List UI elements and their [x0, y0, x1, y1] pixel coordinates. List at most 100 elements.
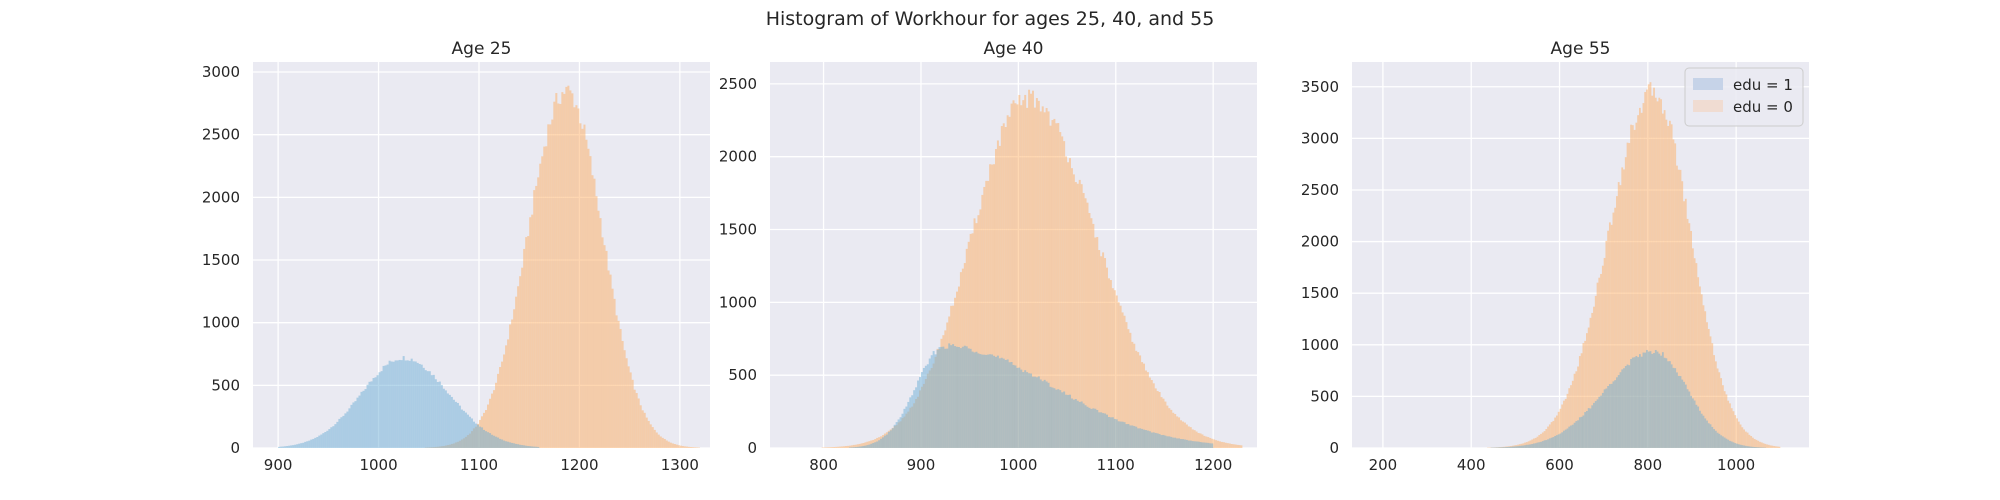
histogram-bar [1665, 119, 1668, 448]
histogram-bar [491, 393, 494, 448]
histogram-bar [1623, 368, 1625, 448]
histogram-bar [1760, 447, 1763, 448]
histogram-bar [404, 360, 407, 448]
histogram-bar [1570, 425, 1572, 448]
histogram-bar [1584, 412, 1587, 448]
histogram-bar [1115, 419, 1118, 448]
histogram-bar [1094, 237, 1097, 448]
histogram-bar [1706, 322, 1708, 448]
chart-panel-1: 900 1000 1100 1200 1300 0 500 1000 1500 2000 2500 3… [202, 39, 710, 474]
histogram-bar [1630, 359, 1632, 448]
histogram-bar [1612, 212, 1615, 448]
histogram-bar [286, 446, 289, 448]
histogram-bar [1053, 388, 1056, 448]
histogram-bar [994, 149, 997, 448]
histogram-bar [1113, 418, 1116, 448]
histogram-bar [1587, 408, 1590, 448]
histogram-bar [647, 420, 650, 448]
histogram-bar [1626, 364, 1629, 448]
histogram-bar [1117, 302, 1120, 448]
histogram-bar [1704, 311, 1707, 448]
histogram-bar [848, 445, 851, 448]
histogram-bar [499, 367, 502, 448]
histogram-bar [1635, 356, 1638, 448]
histogram-bar [1172, 437, 1175, 448]
histogram-bar [535, 446, 538, 448]
histogram-bar [1201, 434, 1204, 448]
histogram-bar [1022, 372, 1025, 448]
histogram-bar [1209, 443, 1212, 448]
histogram-bar [1030, 93, 1033, 448]
histogram-bar [485, 410, 488, 448]
histogram-bar [366, 384, 369, 448]
histogram-bar [466, 414, 469, 448]
histogram-bar [1744, 445, 1747, 448]
histogram-bar [1722, 385, 1724, 448]
histogram-bar [535, 185, 538, 448]
histogram-bar [1718, 372, 1721, 448]
histogram-bar [695, 447, 698, 448]
histogram-bar [1055, 123, 1058, 448]
histogram-bar [517, 286, 520, 448]
histogram-bar [837, 446, 840, 448]
histogram-bar [639, 405, 642, 448]
histogram-bar [661, 437, 664, 448]
histogram-bar [547, 124, 550, 448]
histogram-bar [1582, 343, 1585, 448]
histogram-bar [410, 358, 413, 448]
histogram-bar [1748, 446, 1751, 448]
histogram-bar [1651, 353, 1654, 448]
histogram-bar [1739, 444, 1742, 448]
histogram-bar [887, 431, 890, 448]
histogram-bar [1182, 439, 1184, 448]
histogram-bar [841, 446, 844, 448]
histogram-bar [464, 412, 467, 448]
histogram-bar [1531, 443, 1534, 448]
histogram-bar [1623, 169, 1625, 448]
histogram-bar [1139, 428, 1142, 448]
histogram-bar [1552, 437, 1555, 448]
histogram-bar [1617, 182, 1620, 448]
histogram-bar [1630, 124, 1632, 448]
histogram-bar [1205, 442, 1208, 448]
histogram-bar [1702, 415, 1705, 448]
histogram-bar [913, 390, 916, 448]
histogram-bar [1748, 434, 1751, 448]
histogram-bar [1534, 437, 1537, 448]
histogram-bar [1713, 355, 1715, 448]
histogram-bar [829, 447, 832, 448]
histogram-bar [1750, 436, 1753, 448]
histogram-bar [491, 434, 494, 448]
histogram-bar [1578, 417, 1581, 448]
histogram-bar [1082, 403, 1085, 448]
histogram-bar [505, 441, 508, 448]
histogram-bar [1497, 447, 1500, 448]
legend-swatch [1693, 100, 1723, 112]
histogram-bar [1028, 89, 1031, 448]
histogram-bar [478, 426, 481, 448]
histogram-bar [924, 365, 927, 448]
histogram-bar [1026, 372, 1029, 448]
histogram-bar [505, 345, 508, 448]
histogram-bar [1037, 100, 1040, 448]
histogram-bar [1207, 442, 1210, 448]
series-edu-1 [1490, 349, 1767, 448]
histogram-bar [1762, 443, 1765, 448]
histogram-bar [328, 429, 331, 448]
histogram-bar [1624, 366, 1627, 448]
histogram-bar [1041, 106, 1044, 448]
histogram-bar [1616, 196, 1618, 448]
histogram-bar [1642, 103, 1645, 448]
histogram-bar [1137, 428, 1140, 448]
histogram-bar [1109, 280, 1112, 448]
histogram-bar [362, 390, 365, 448]
histogram-bar [1665, 358, 1668, 448]
histogram-bar [282, 446, 285, 448]
histogram-bar [1640, 112, 1643, 448]
histogram-bar [1166, 405, 1169, 448]
histogram-bar [944, 348, 947, 448]
histogram-bar [1684, 198, 1687, 448]
histogram-bar [1741, 445, 1744, 448]
histogram-bar [1743, 429, 1745, 448]
histogram-bar [1104, 413, 1107, 448]
